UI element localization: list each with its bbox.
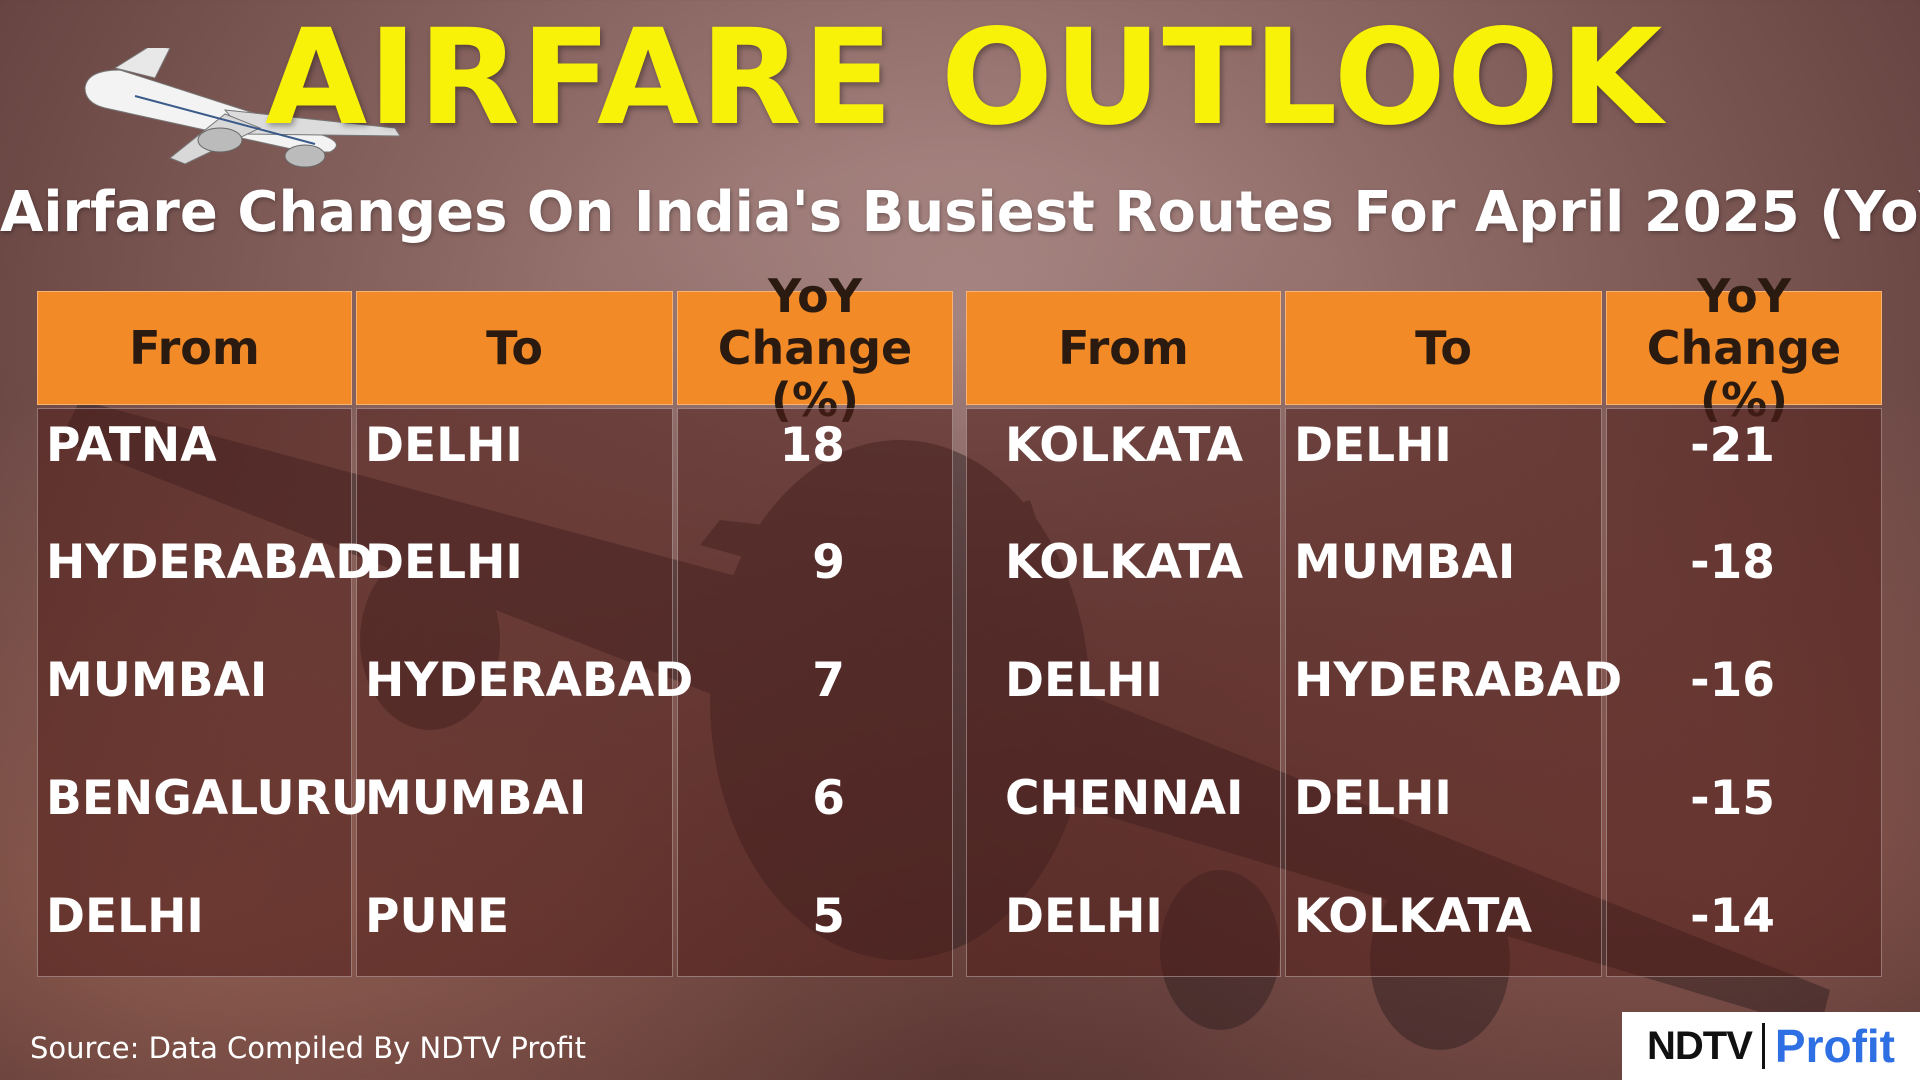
right-row-2-from: KOLKATA (1005, 535, 1244, 590)
left-row-5-to: PUNE (365, 889, 510, 944)
logo-brand: NDTV (1647, 1023, 1753, 1068)
logo-product: Profit (1774, 1020, 1895, 1072)
right-row-3-to: HYDERABAD (1294, 653, 1623, 708)
left-row-4-from: BENGALURU (46, 771, 370, 826)
left-row-5-from: DELHI (46, 889, 204, 944)
right-row-1-to: DELHI (1294, 418, 1452, 473)
left-row-1-from: PATNA (46, 418, 217, 473)
header-to-left: To (356, 291, 673, 405)
left-row-4-change: 6 (812, 771, 845, 826)
right-row-4-change: -15 (1690, 771, 1775, 826)
column-to-right (1285, 408, 1602, 977)
left-row-3-to: HYDERABAD (365, 653, 694, 708)
right-row-5-change: -14 (1690, 889, 1775, 944)
left-row-3-change: 7 (812, 653, 845, 708)
left-row-2-from: HYDERABAD (46, 535, 375, 590)
header-from-right: From (966, 291, 1281, 405)
left-row-2-change: 9 (812, 535, 845, 590)
column-to-left (356, 408, 673, 977)
left-row-2-to: DELHI (365, 535, 523, 590)
header-from-left: From (37, 291, 352, 405)
right-row-3-from: DELHI (1005, 653, 1163, 708)
page-subtitle: Airfare Changes On India's Busiest Route… (0, 180, 1920, 245)
right-row-5-from: DELHI (1005, 889, 1163, 944)
right-row-2-change: -18 (1690, 535, 1775, 590)
left-row-3-from: MUMBAI (46, 653, 268, 708)
ndtv-profit-logo: NDTV Profit (1622, 1012, 1920, 1080)
column-yoy-left (677, 408, 953, 977)
airplane-icon (84, 48, 401, 168)
logo-divider (1761, 1023, 1765, 1069)
right-row-1-change: -21 (1690, 418, 1775, 473)
column-from-right (966, 408, 1281, 977)
column-from-left (37, 408, 352, 977)
right-row-5-to: KOLKATA (1294, 889, 1533, 944)
header-to-right: To (1285, 291, 1602, 405)
right-row-3-change: -16 (1690, 653, 1775, 708)
right-row-4-to: DELHI (1294, 771, 1452, 826)
header-yoy-left: YoY Change (%) (677, 270, 953, 426)
left-row-5-change: 5 (812, 889, 845, 944)
source-note: Source: Data Compiled By NDTV Profit (30, 1031, 586, 1065)
header-yoy-right: YoY Change (%) (1606, 270, 1882, 426)
left-row-1-to: DELHI (365, 418, 523, 473)
column-yoy-right (1606, 408, 1882, 977)
right-row-4-from: CHENNAI (1005, 771, 1244, 826)
left-row-1-change: 18 (779, 418, 845, 473)
left-row-4-to: MUMBAI (365, 771, 587, 826)
right-row-2-to: MUMBAI (1294, 535, 1516, 590)
page-title: AIRFARE OUTLOOK (265, 1, 1664, 155)
right-row-1-from: KOLKATA (1005, 418, 1244, 473)
